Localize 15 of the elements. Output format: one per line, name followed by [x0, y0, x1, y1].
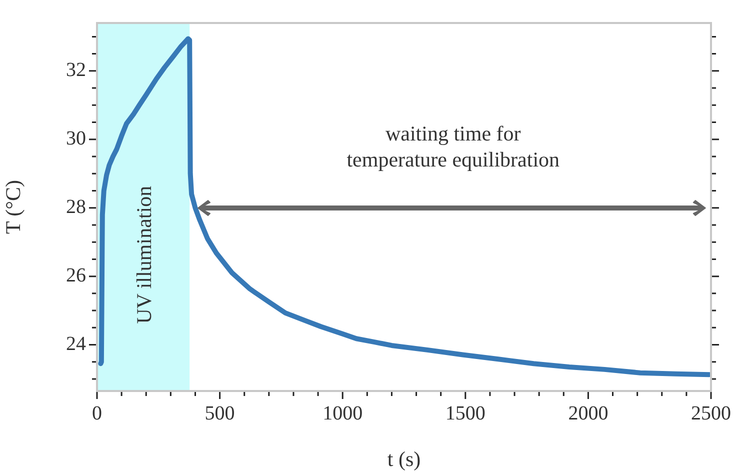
y-axis-title: T (°C)	[1, 180, 26, 234]
y-tick-label: 26	[66, 264, 86, 287]
band-label: UV illumination	[132, 185, 156, 324]
x-tick-label: 2500	[691, 402, 731, 424]
y-tick-label: 28	[66, 196, 86, 218]
y-tick-label: 24	[66, 333, 86, 356]
annotation: waiting time for temperature equilibration	[346, 122, 560, 172]
x-tick-label: 1500	[445, 402, 486, 424]
x-tick-label: 0	[92, 402, 102, 424]
x-tick-label: 1000	[322, 402, 363, 424]
x-tick-label: 500	[204, 402, 235, 424]
x-tick-label: 2000	[568, 402, 608, 424]
y-tick-label: 32	[66, 59, 86, 82]
x-axis-title: t (s)	[387, 446, 421, 471]
y-tick-label: 30	[66, 128, 86, 150]
